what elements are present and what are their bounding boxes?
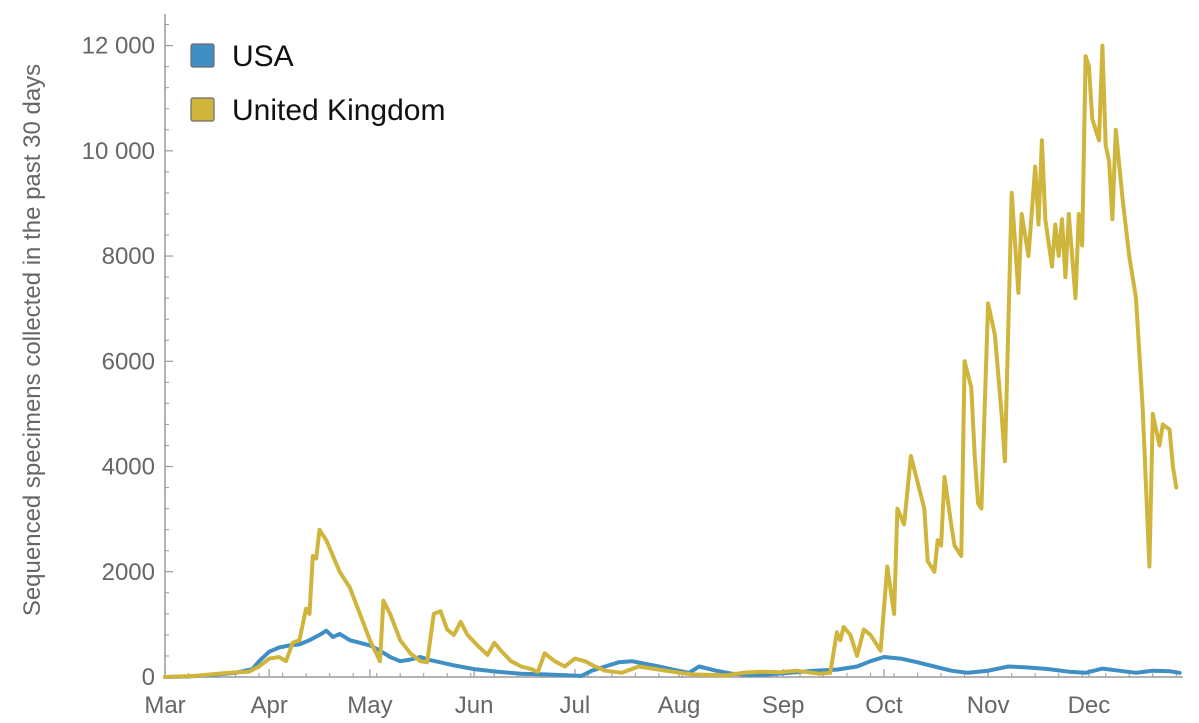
y-tick-label: 2000 (102, 559, 155, 586)
x-tick-label: Apr (250, 692, 287, 719)
legend-swatch-usa (190, 43, 215, 68)
x-tick-label: Jun (455, 692, 494, 719)
y-tick-label: 4000 (102, 454, 155, 481)
series-line-united-kingdom (163, 43, 1179, 679)
y-tick-label: 0 (142, 664, 155, 691)
x-tick-label: Aug (658, 692, 701, 719)
y-tick-label: 8000 (102, 243, 155, 270)
series-line-usa (163, 628, 1182, 679)
legend-label-usa: USA (232, 40, 294, 73)
x-tick-label: Jul (560, 692, 591, 719)
legend: USA United Kingdom (190, 40, 445, 127)
x-tick-label: Oct (865, 692, 903, 719)
legend-swatch-united-kingdom (190, 97, 215, 122)
y-axis-title: Sequenced specimens collected in the pas… (19, 64, 46, 616)
x-tick-label: Dec (1068, 692, 1111, 719)
axes: 0 2000 4000 6000 8000 10 000 12 000 Mar Apr May Ju… (82, 14, 1183, 719)
x-tick-label: Nov (967, 692, 1010, 719)
series-layer (163, 43, 1182, 679)
y-tick-label: 6000 (102, 348, 155, 375)
x-tick-label: Sep (762, 692, 805, 719)
y-tick-label: 10 000 (82, 138, 155, 165)
legend-label-united-kingdom: United Kingdom (232, 94, 445, 127)
y-tick-label: 12 000 (82, 33, 155, 60)
x-tick-label: May (347, 692, 392, 719)
x-tick-label: Mar (144, 692, 185, 719)
